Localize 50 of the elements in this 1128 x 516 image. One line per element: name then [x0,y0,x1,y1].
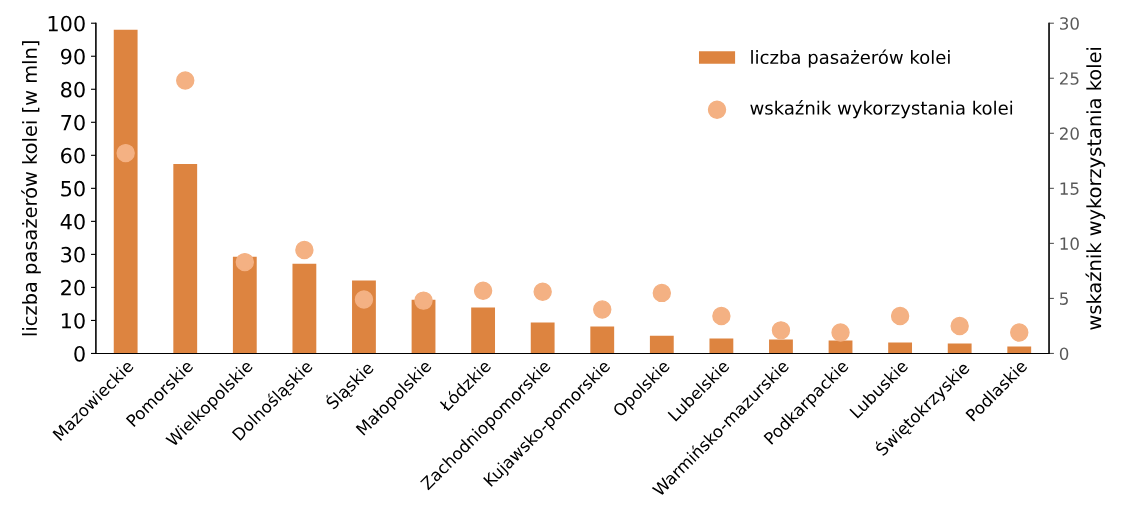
bar [113,29,138,354]
y-tick-label: 70 [61,114,85,131]
point [354,290,374,309]
y2-tick-label: 5 [1060,292,1068,305]
bar [471,307,496,354]
bar [530,322,555,354]
legend-label: wskaźnik wykorzystania kolei [750,100,1013,119]
y-tick-label: 20 [61,279,85,296]
y2-tick-label: 25 [1059,72,1079,85]
y-tick-label: 50 [61,180,85,197]
point [533,282,552,302]
point [414,291,433,310]
point [890,306,910,326]
point [295,240,314,260]
y-tick-label: 10 [61,312,85,329]
y2-tick-label: 0 [1059,347,1069,361]
point [950,316,969,336]
y-tick-label: 30 [61,246,85,263]
point [1010,323,1029,342]
point [473,281,493,300]
bar [947,343,972,354]
y2-tick-label: 10 [1060,237,1079,250]
y-tick-label: 90 [60,48,85,65]
bar [649,335,674,354]
bar [173,163,198,354]
point [176,71,195,90]
y-tick-label: 100 [48,15,85,32]
y2-tick-label: 20 [1059,127,1079,140]
y-tick-label: 80 [61,81,85,98]
y-tick-label: 0 [74,345,85,362]
point [116,143,135,163]
point [593,300,612,319]
bar [709,338,734,354]
point [652,283,672,303]
y-axis-title: liczba pasażerów kolei [w mln] [21,41,41,336]
y2-axis-title: wskaźnik wykorzystania kolei [1085,47,1106,330]
bar [769,339,793,354]
y-tick-label: 60 [61,147,85,164]
point [831,323,850,342]
bar [232,256,257,354]
bar [888,342,913,354]
bar [590,326,615,354]
bar [292,263,317,354]
y-tick-label: 40 [60,213,85,230]
y2-tick-label: 15 [1060,182,1079,195]
point [235,252,255,272]
point [712,306,731,326]
y2-tick-label: 30 [1060,17,1079,30]
point [771,321,791,340]
legend-label: liczba pasażerów kolei [751,49,950,68]
